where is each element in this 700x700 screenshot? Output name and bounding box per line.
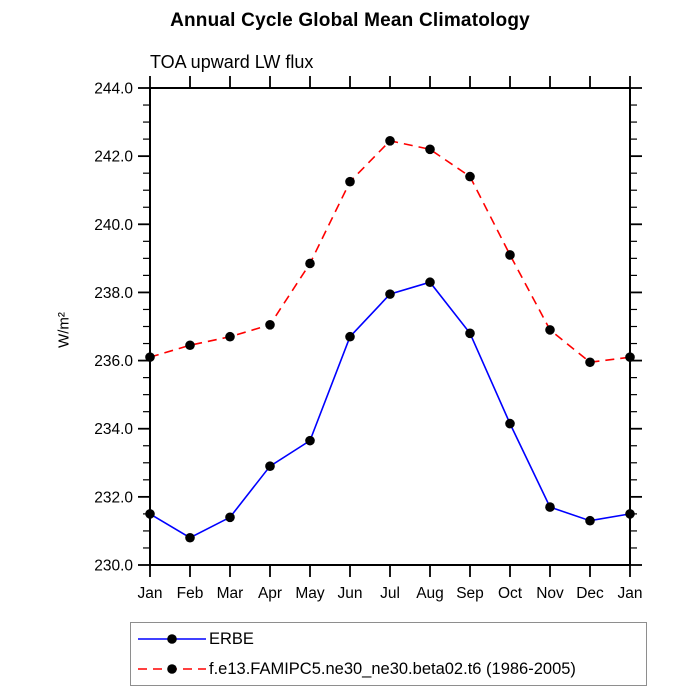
legend-item-model: f.e13.FAMIPC5.ne30_ne30.beta02.t6 (1986-… (131, 654, 646, 684)
data-point (625, 509, 635, 519)
data-point (585, 515, 595, 526)
x-tick-label: Jan (618, 585, 643, 602)
data-point (225, 512, 235, 523)
data-point (425, 277, 435, 288)
data-point (625, 352, 635, 362)
y-tick-label: 244.0 (94, 81, 133, 98)
x-tick-label: Aug (416, 585, 444, 602)
data-point (145, 509, 155, 519)
legend-label-model: f.e13.FAMIPC5.ne30_ne30.beta02.t6 (1986-… (209, 659, 576, 678)
data-point (425, 144, 435, 155)
data-point (505, 250, 515, 260)
chart-subtitle: TOA upward LW flux (150, 52, 314, 72)
y-tick-label: 236.0 (94, 353, 133, 370)
data-point (185, 532, 195, 543)
plot-frame (149, 87, 631, 566)
data-point (185, 340, 195, 351)
series-line-0 (149, 281, 631, 539)
y-tick-label: 242.0 (94, 149, 133, 166)
data-point (345, 176, 355, 187)
legend-label-erbe: ERBE (209, 629, 254, 648)
legend-marker-icon (167, 634, 177, 644)
x-tick-label: Jun (338, 585, 363, 602)
data-point (505, 418, 515, 429)
data-point (545, 502, 555, 512)
x-tick-label: Dec (576, 585, 604, 602)
data-point (145, 352, 155, 362)
data-point (305, 258, 315, 269)
x-tick-label: Feb (177, 585, 204, 602)
data-point (225, 331, 235, 342)
y-tick-label: 238.0 (94, 285, 133, 302)
x-tick-label: Mar (217, 585, 244, 602)
data-point (385, 136, 395, 146)
data-point (265, 461, 275, 471)
x-tick-label: Jan (138, 585, 163, 602)
series-line-1 (149, 139, 631, 364)
y-tick-label: 230.0 (94, 558, 133, 575)
x-tick-label: Oct (498, 585, 523, 602)
legend-line-sample-dashed (138, 664, 206, 674)
data-point (385, 289, 395, 299)
data-point (585, 357, 595, 368)
chart-title: Annual Cycle Global Mean Climatology (170, 10, 530, 31)
legend: ERBE f.e13.FAMIPC5.ne30_ne30.beta02.t6 (… (130, 622, 647, 686)
data-point (465, 328, 475, 339)
x-tick-label: Jul (380, 585, 400, 602)
data-point (265, 319, 275, 330)
data-point (345, 331, 355, 342)
y-tick-label: 234.0 (94, 421, 133, 438)
x-tick-label: Sep (456, 585, 484, 602)
y-tick-label: 240.0 (94, 217, 133, 234)
legend-marker-icon (167, 664, 177, 674)
legend-line-sample-solid (138, 634, 206, 644)
y-tick-label: 232.0 (94, 489, 133, 506)
data-point (305, 435, 315, 446)
x-tick-label: Apr (258, 585, 282, 602)
legend-item-erbe: ERBE (131, 624, 646, 654)
x-tick-label: Nov (536, 585, 564, 602)
x-tick-label: May (295, 585, 325, 602)
data-point (545, 325, 555, 335)
data-point (465, 171, 475, 182)
